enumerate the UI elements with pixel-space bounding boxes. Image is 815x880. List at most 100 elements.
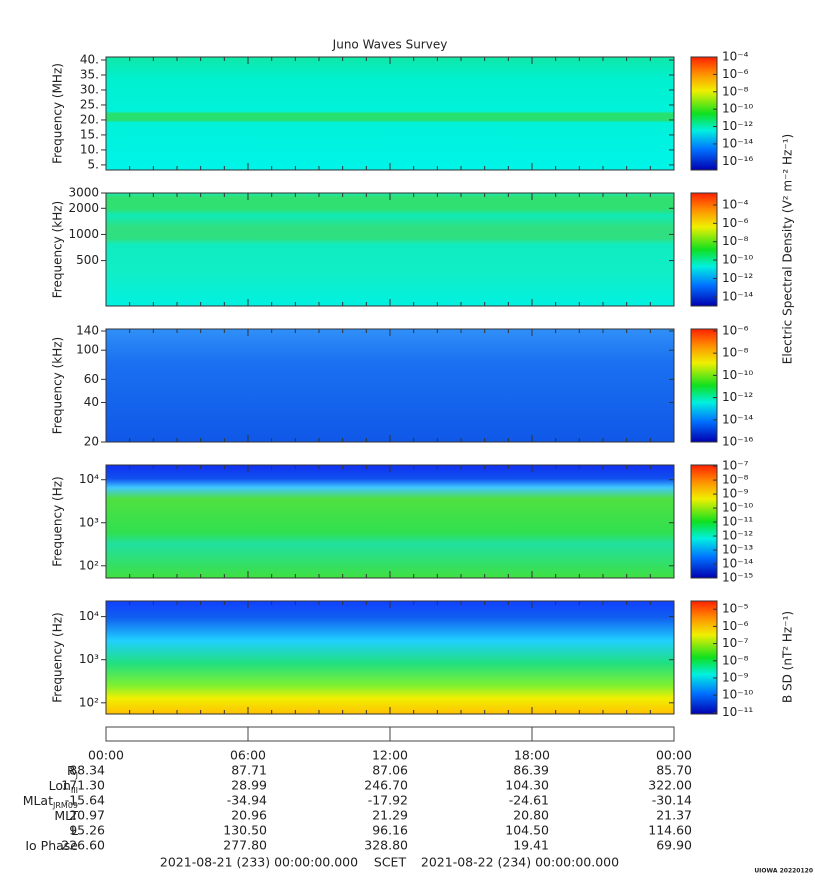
colorbar-tick-label: 10⁻⁹ bbox=[722, 487, 749, 501]
ephemeris-value: 95.26 bbox=[69, 823, 105, 838]
row-label-text: Lon bbox=[49, 778, 71, 793]
colorbar-tick-label: 10⁻⁸ bbox=[722, 346, 749, 360]
ephemeris-value: 277.80 bbox=[223, 838, 267, 853]
time-label: 00:00 bbox=[88, 748, 124, 763]
y-tick-label: 10² bbox=[79, 695, 99, 709]
spectrogram bbox=[105, 192, 675, 307]
row-label-text: L bbox=[71, 823, 78, 838]
row-label: LonIII bbox=[49, 778, 78, 795]
ephemeris-value: 19.41 bbox=[513, 838, 549, 853]
row-label-text: R bbox=[67, 763, 76, 778]
colorbar-tick-label: 10⁻⁵ bbox=[722, 602, 749, 616]
ephemeris-value: 87.71 bbox=[231, 763, 267, 778]
ephemeris-value: 322.00 bbox=[648, 778, 692, 793]
row-label-text: MLT bbox=[54, 808, 78, 823]
ephemeris-value: 328.80 bbox=[364, 838, 408, 853]
y-tick-label: 15. bbox=[80, 127, 99, 141]
colorbar-tick-label: 10⁻⁷ bbox=[722, 636, 749, 650]
colorbar-tick-label: 10⁻⁸ bbox=[722, 473, 749, 487]
colorbar-tick-label: 10⁻¹⁶ bbox=[722, 435, 753, 449]
colorbar-tick-label: 10⁻¹² bbox=[722, 390, 753, 404]
y-tick-label: 40 bbox=[84, 395, 99, 409]
row-label-text: Io Phase bbox=[25, 838, 78, 853]
ephemeris-value: 104.30 bbox=[505, 778, 549, 793]
colorbar-tick-label: 10⁻¹⁴ bbox=[722, 289, 753, 303]
ephemeris-value: 171.30 bbox=[61, 778, 105, 793]
colorbar-tick-label: 10⁻¹⁰ bbox=[722, 368, 753, 382]
y-tick-label: 10⁴ bbox=[79, 609, 99, 623]
colorbar-tick-label: 10⁻¹¹ bbox=[722, 515, 753, 529]
colorbar-tick-label: 10⁻¹³ bbox=[722, 543, 753, 557]
colorbar-label: B SD (nT² Hz⁻¹) bbox=[781, 611, 795, 703]
colorbar-tick-label: 10⁻⁶ bbox=[722, 323, 749, 337]
row-label-text: MLat bbox=[23, 793, 53, 808]
colorbar-tick-label: 10⁻¹⁴ bbox=[722, 557, 753, 571]
colorbar-label: Electric Spectral Density (V² m⁻² Hz⁻¹) bbox=[781, 134, 795, 364]
row-label: L bbox=[71, 823, 78, 838]
ephemeris-value: 104.50 bbox=[505, 823, 549, 838]
y-axis-label: Frequency (kHz) bbox=[51, 201, 65, 298]
end-time: 2021-08-22 (234) 00:00:00.000 bbox=[421, 855, 619, 870]
y-tick-label: 140 bbox=[76, 324, 99, 338]
y-tick-label: 5. bbox=[88, 157, 99, 171]
ephemeris-value: 20.96 bbox=[231, 808, 267, 823]
ephemeris-value: 69.90 bbox=[656, 838, 692, 853]
start-time: 2021-08-21 (233) 00:00:00.000 bbox=[160, 855, 358, 870]
y-tick-label: 1000 bbox=[68, 227, 99, 241]
row-label-sub: J bbox=[75, 771, 78, 780]
y-tick-label: 10³ bbox=[79, 652, 99, 666]
y-tick-label: 10⁴ bbox=[79, 472, 99, 486]
y-tick-label: 30. bbox=[80, 82, 99, 96]
colorbar-tick-label: 10⁻¹¹ bbox=[722, 705, 753, 719]
y-tick-label: 100 bbox=[76, 343, 99, 357]
credit: UIOWA 20220120 bbox=[754, 868, 813, 875]
colorbar-tick-label: 10⁻¹⁰ bbox=[722, 102, 753, 116]
y-tick-label: 20 bbox=[84, 435, 99, 449]
ephemeris-value: -24.61 bbox=[509, 793, 549, 808]
colorbar-tick-label: 10⁻¹⁰ bbox=[722, 688, 753, 702]
y-tick-label: 2000 bbox=[68, 201, 99, 215]
ephemeris-value: 114.60 bbox=[648, 823, 692, 838]
ephemeris-value: 87.06 bbox=[372, 763, 408, 778]
ephemeris-value: 246.70 bbox=[364, 778, 408, 793]
colorbar-tick-label: 10⁻¹⁵ bbox=[722, 571, 753, 585]
ephemeris-value: 28.99 bbox=[231, 778, 267, 793]
y-tick-label: 10² bbox=[79, 558, 99, 572]
ephemeris-value: 226.60 bbox=[61, 838, 105, 853]
colorbar-tick-label: 10⁻¹⁴ bbox=[722, 412, 753, 426]
ephemeris-value: 130.50 bbox=[223, 823, 267, 838]
spectrogram bbox=[105, 464, 675, 579]
scet-label: SCET bbox=[374, 855, 407, 870]
ephemeris-value: -30.14 bbox=[652, 793, 692, 808]
colorbar-tick-label: 10⁻⁸ bbox=[722, 234, 749, 248]
colorbar-tick-label: 10⁻¹² bbox=[722, 271, 753, 285]
ephemeris-value: 20.80 bbox=[513, 808, 549, 823]
y-tick-label: 10. bbox=[80, 142, 99, 156]
ephemeris-value: -34.94 bbox=[227, 793, 267, 808]
colorbar-tick-label: 10⁻¹⁴ bbox=[722, 136, 753, 150]
spectrogram bbox=[105, 328, 675, 443]
spectrogram bbox=[105, 600, 675, 715]
colorbar-tick-label: 10⁻¹⁰ bbox=[722, 253, 753, 267]
ephemeris-value: -15.64 bbox=[65, 793, 105, 808]
time-label: 00:00 bbox=[656, 748, 692, 763]
colorbar-tick-label: 10⁻¹⁶ bbox=[722, 154, 753, 168]
ephemeris-value: 21.37 bbox=[656, 808, 692, 823]
colorbar bbox=[690, 328, 718, 443]
time-label: 18:00 bbox=[514, 748, 550, 763]
colorbar-tick-label: 10⁻⁴ bbox=[722, 50, 749, 64]
colorbar-tick-label: 10⁻⁷ bbox=[722, 459, 749, 473]
colorbar bbox=[690, 56, 718, 171]
chart-title: Juno Waves Survey bbox=[332, 38, 448, 52]
ephemeris-value: -17.92 bbox=[368, 793, 408, 808]
colorbar-tick-label: 10⁻⁶ bbox=[722, 619, 749, 633]
colorbar-tick-label: 10⁻⁸ bbox=[722, 653, 749, 667]
y-tick-label: 35. bbox=[80, 67, 99, 81]
colorbar-tick-label: 10⁻⁴ bbox=[722, 197, 749, 211]
row-label: RJ bbox=[67, 763, 78, 780]
spectrogram bbox=[105, 56, 675, 171]
row-label: Io Phase bbox=[25, 838, 78, 853]
time-label: 12:00 bbox=[372, 748, 408, 763]
ephemeris-value: 86.39 bbox=[513, 763, 549, 778]
